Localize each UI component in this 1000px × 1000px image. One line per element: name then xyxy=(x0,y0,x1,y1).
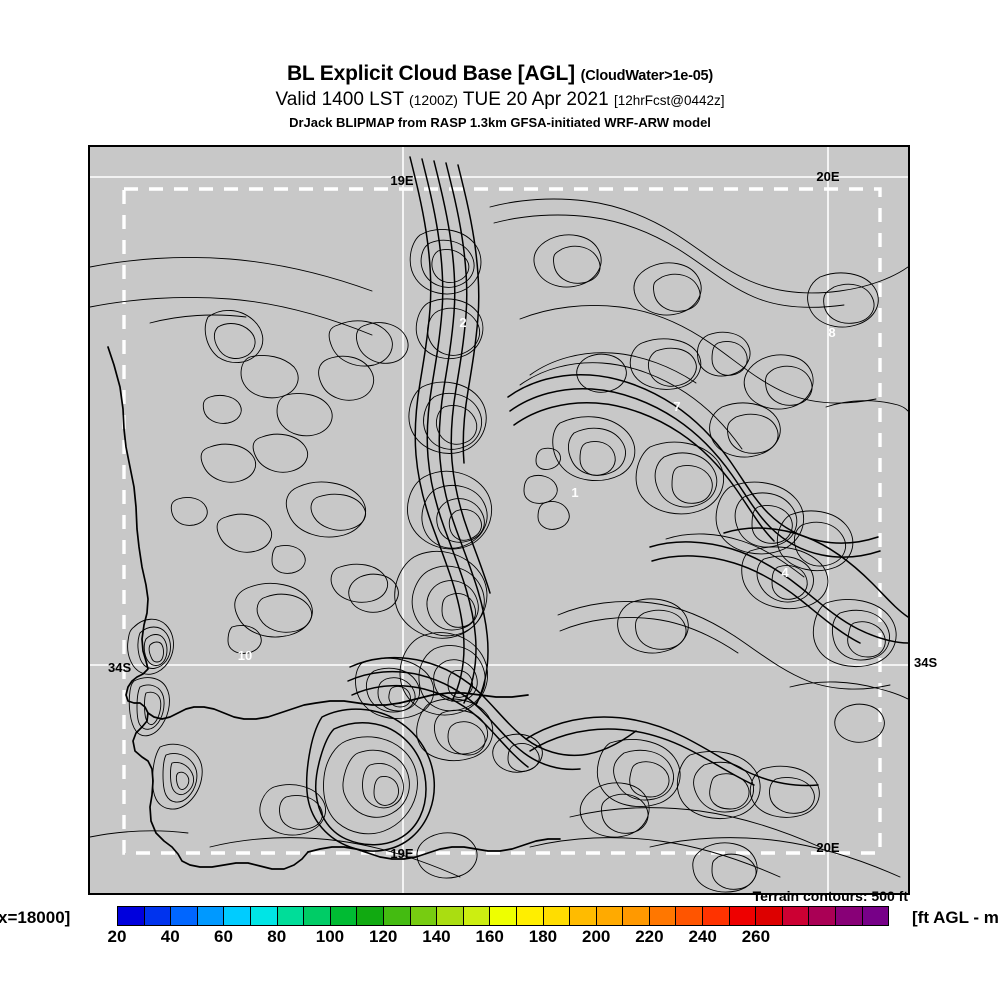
colorbar-tick-180: 180 xyxy=(528,927,558,946)
colorbar-swatch-21 xyxy=(676,907,704,925)
colorbar-swatch-27 xyxy=(836,907,863,925)
colorbar-swatch-8 xyxy=(330,907,358,925)
colorbar-tick-240: 240 xyxy=(688,927,717,946)
title-block: BL Explicit Cloud Base [AGL] (CloudWater… xyxy=(0,62,1000,131)
page-title: BL Explicit Cloud Base [AGL] xyxy=(286,62,575,85)
colorbar-swatch-26 xyxy=(809,907,837,925)
terrain-contours xyxy=(90,156,908,893)
colorbar[interactable]: 20 40 60 80 100 120 140 160 180 200 220 240 260 xyxy=(108,906,889,946)
colorbar-swatch-25 xyxy=(782,907,810,925)
colorbar-swatch-0 xyxy=(118,907,145,925)
forecast-map[interactable]: 19E 20E 19E 20E 2 8 7 1 4 10 xyxy=(88,145,910,895)
station-marker-2[interactable]: 2 xyxy=(459,315,466,330)
colorbar-swatch-15 xyxy=(516,907,544,925)
coastline xyxy=(107,346,561,870)
colorbar-swatch-16 xyxy=(543,907,571,925)
map-label-lon-top-center: 19E xyxy=(390,173,413,188)
colorbar-swatch-19 xyxy=(623,907,650,925)
colorbar-tick-20: 20 xyxy=(107,927,127,946)
valid-time: Valid 1400 LST xyxy=(275,89,404,110)
colorbar-swatch-18 xyxy=(596,907,624,925)
colorbar-swatch-11 xyxy=(410,907,438,925)
valid-utc: (1200Z) xyxy=(408,92,458,108)
colorbar-swatch-23 xyxy=(729,907,757,925)
colorbar-swatch-9 xyxy=(357,907,384,925)
colorbar-tick-labels: 20 40 60 80 100 120 140 160 180 200 220 240 260 xyxy=(108,926,889,952)
colorbar-swatch-13 xyxy=(463,907,491,925)
colorbar-swatch-4 xyxy=(224,907,251,925)
map-label-lat-right: 34S xyxy=(914,655,938,670)
map-background xyxy=(90,147,908,893)
colorbar-tick-160: 160 xyxy=(475,927,504,946)
graticule-lines xyxy=(90,147,908,893)
colorbar-swatch-12 xyxy=(437,907,464,925)
colorbar-swatch-1 xyxy=(144,907,172,925)
station-marker-8[interactable]: 8 xyxy=(828,325,835,340)
colorbar-swatch-2 xyxy=(171,907,198,925)
colorbar-swatches[interactable] xyxy=(117,906,889,926)
colorbar-swatch-10 xyxy=(383,907,411,925)
colorbar-right-label: [ft AGL - m xyxy=(912,908,999,927)
terrain-contour-note: Terrain contours: 500 ft xyxy=(752,888,908,904)
colorbar-tick-40: 40 xyxy=(160,927,180,946)
colorbar-tick-220: 220 xyxy=(635,927,664,946)
domain-boundary xyxy=(122,187,882,855)
colorbar-tick-140: 140 xyxy=(422,927,451,946)
colorbar-swatch-6 xyxy=(277,907,305,925)
title-condition: (CloudWater>1e-05) xyxy=(580,68,714,84)
title-line-main: BL Explicit Cloud Base [AGL] (CloudWater… xyxy=(0,62,1000,88)
colorbar-swatch-5 xyxy=(250,907,278,925)
valid-date: TUE 20 Apr 2021 xyxy=(462,89,609,110)
colorbar-swatch-24 xyxy=(756,907,783,925)
colorbar-swatch-17 xyxy=(570,907,597,925)
colorbar-tick-200: 200 xyxy=(581,927,611,946)
station-marker-1[interactable]: 1 xyxy=(571,485,578,500)
colorbar-swatch-20 xyxy=(649,907,677,925)
colorbar-tick-120: 120 xyxy=(369,927,398,946)
station-marker-7[interactable]: 7 xyxy=(673,399,680,414)
colorbar-tick-80: 80 xyxy=(267,927,287,946)
colorbar-swatch-7 xyxy=(304,907,331,925)
map-label-lon-bottom-right: 20E xyxy=(816,840,839,855)
colorbar-swatch-28 xyxy=(862,907,889,925)
station-marker-4[interactable]: 4 xyxy=(781,565,789,580)
colorbar-tick-60: 60 xyxy=(214,927,233,946)
colorbar-swatch-22 xyxy=(703,907,730,925)
map-canvas: 19E 20E 19E 20E 2 8 7 1 4 10 xyxy=(90,147,908,893)
model-source-line: DrJack BLIPMAP from RASP 1.3km GFSA-init… xyxy=(289,115,711,130)
map-label-lon-bottom-center: 19E xyxy=(390,846,413,861)
map-label-lon-top-right: 20E xyxy=(816,169,839,184)
colorbar-left-label: x=18000] xyxy=(0,908,71,927)
title-line-valid: Valid 1400 LST (1200Z) TUE 20 Apr 2021 [… xyxy=(0,89,1000,112)
map-label-lat-left: 34S xyxy=(108,660,132,675)
colorbar-swatch-14 xyxy=(490,907,517,925)
colorbar-swatch-3 xyxy=(197,907,225,925)
colorbar-tick-100: 100 xyxy=(315,927,345,946)
colorbar-tick-260: 260 xyxy=(741,927,771,946)
station-marker-10[interactable]: 10 xyxy=(238,648,252,663)
forecast-tag: [12hrFcst@0442z] xyxy=(613,93,725,108)
